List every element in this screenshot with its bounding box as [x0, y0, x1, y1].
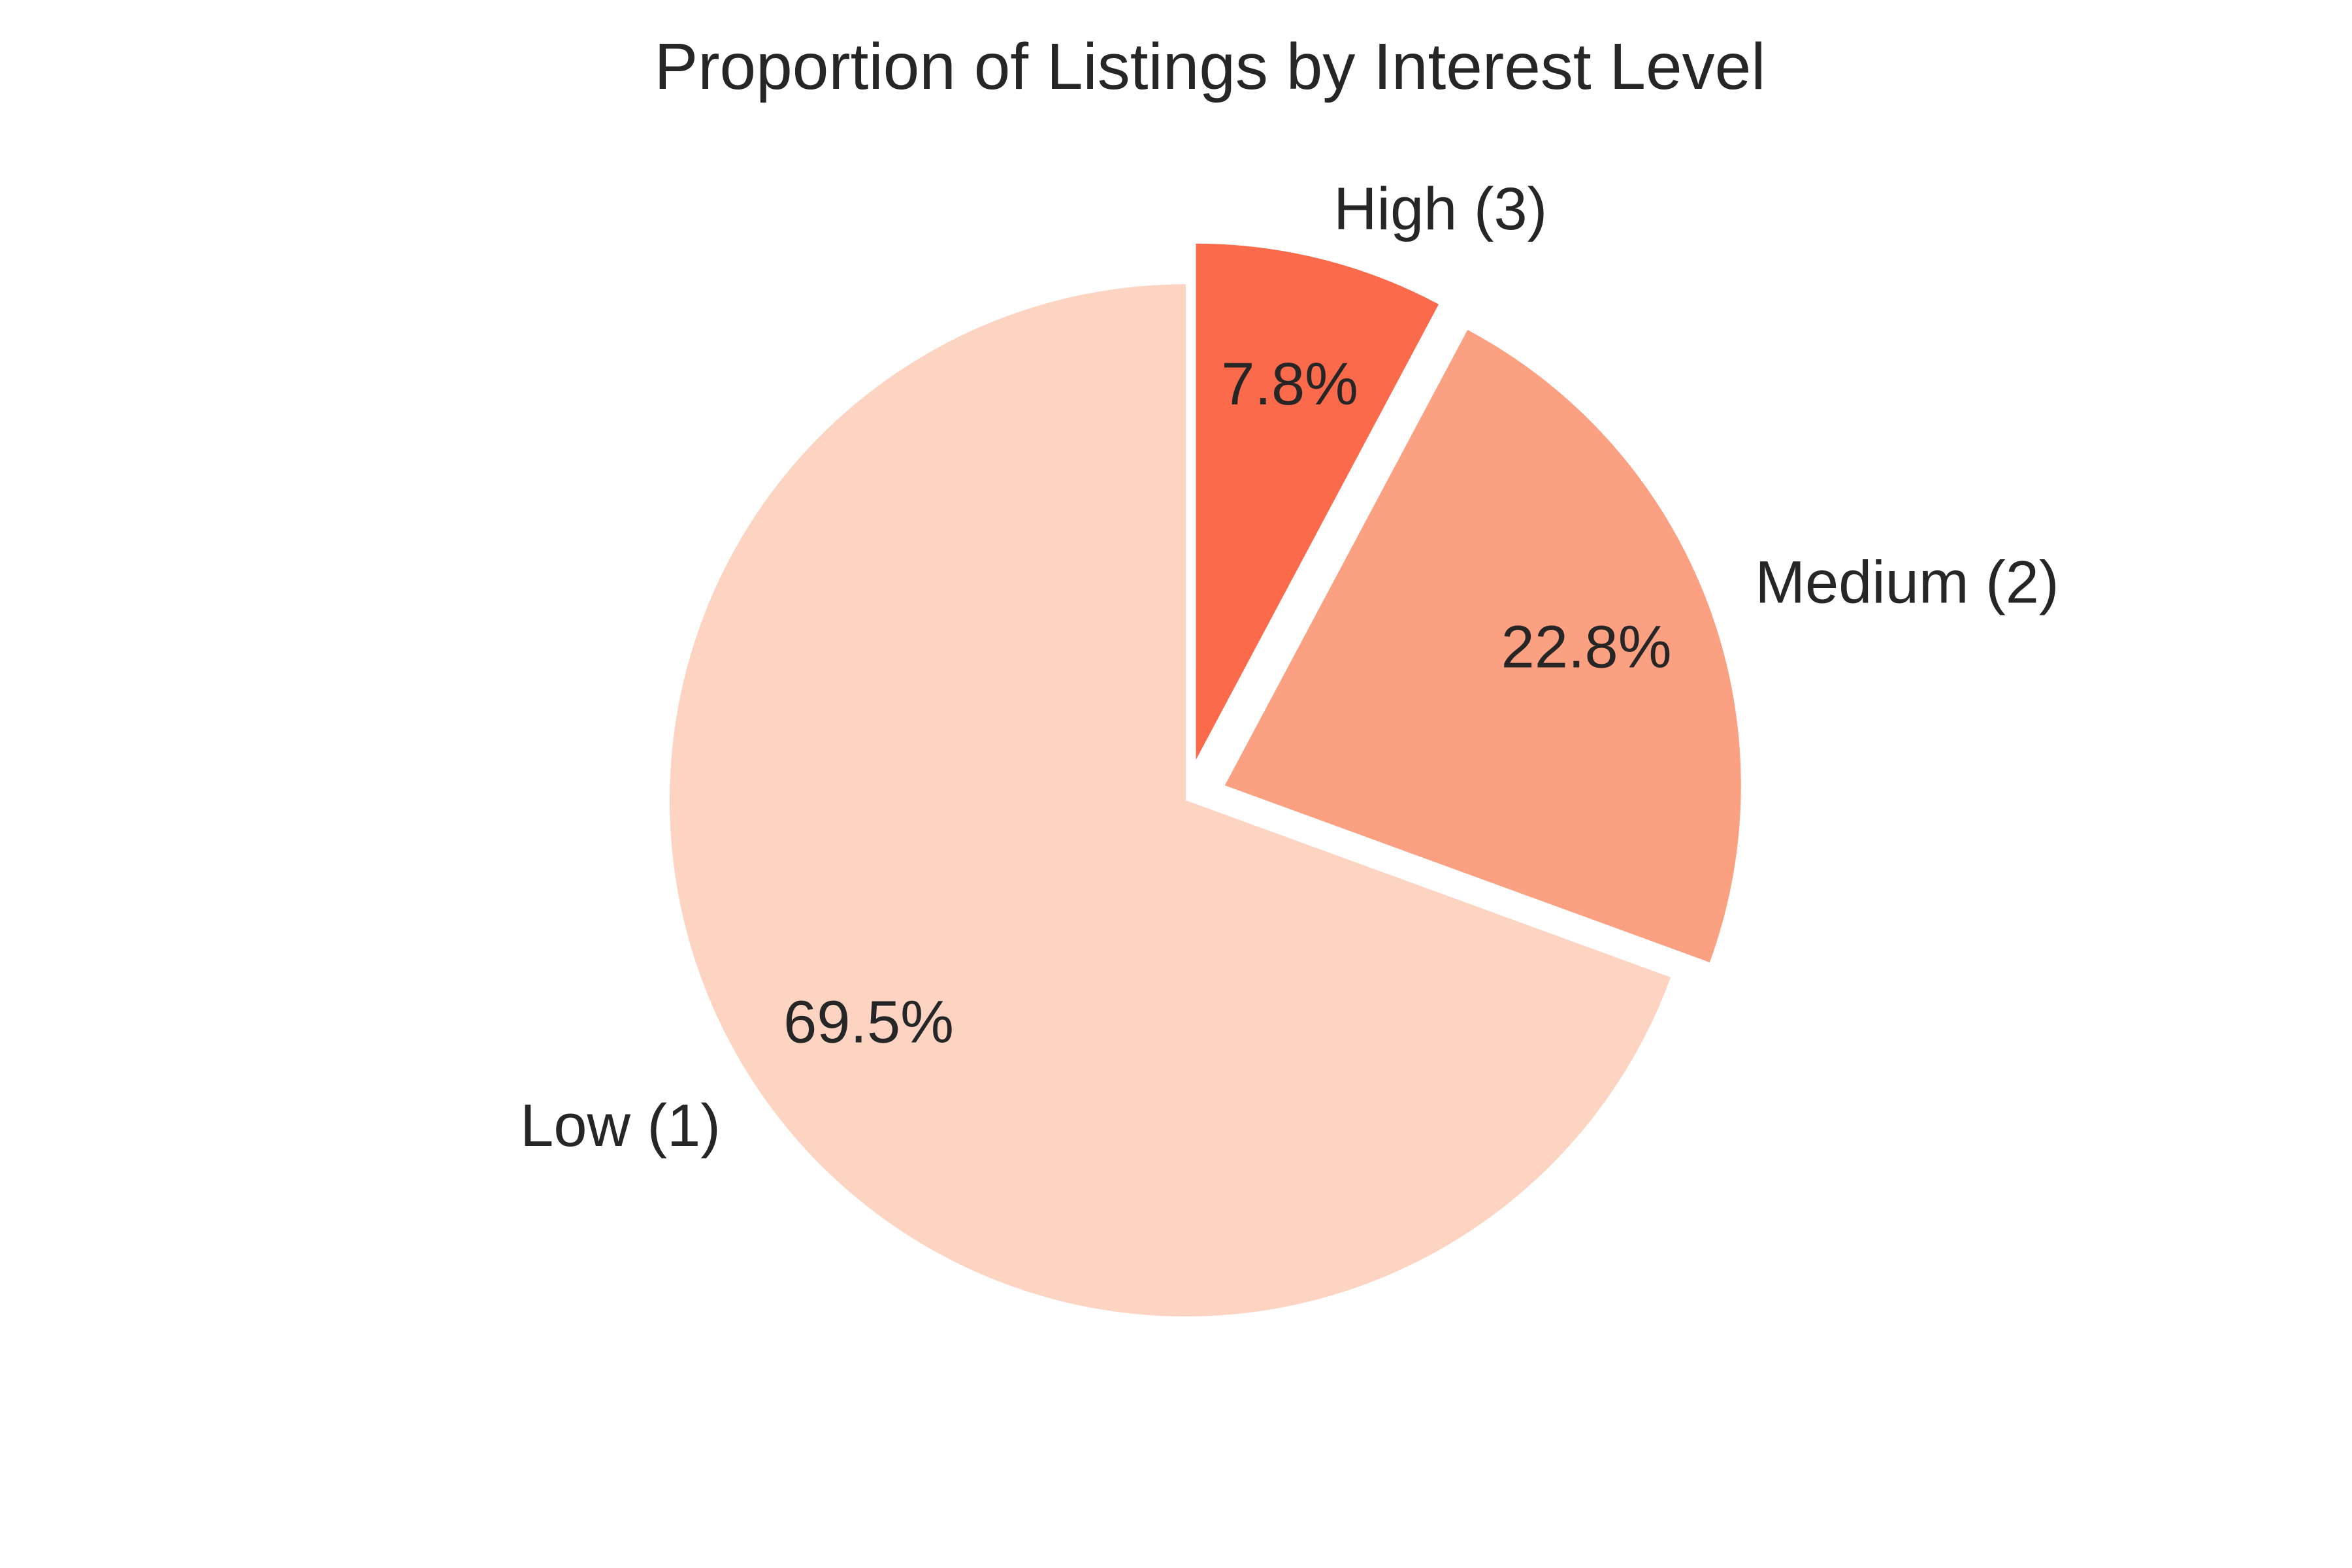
pct-label-low-1: 69.5%	[783, 989, 954, 1056]
pie-slice-low-1	[670, 284, 1671, 1317]
pie-slice-medium-2	[1224, 329, 1741, 962]
pct-label-medium-2: 22.8%	[1501, 613, 1672, 680]
category-label-low-1: Low (1)	[520, 1092, 721, 1159]
pie-labels: 7.8% High (3) 22.8% Medium (2) 69.5% Low (1)	[520, 176, 2059, 1159]
category-label-high-3: High (3)	[1333, 176, 1547, 242]
category-label-medium-2: Medium (2)	[1755, 549, 2059, 615]
chart-title: Proportion of Listings by Interest Level	[655, 30, 1766, 103]
pie-slice-high-3	[1196, 243, 1439, 760]
pie-slices	[670, 243, 1741, 1317]
pct-label-high-3: 7.8%	[1221, 351, 1358, 417]
